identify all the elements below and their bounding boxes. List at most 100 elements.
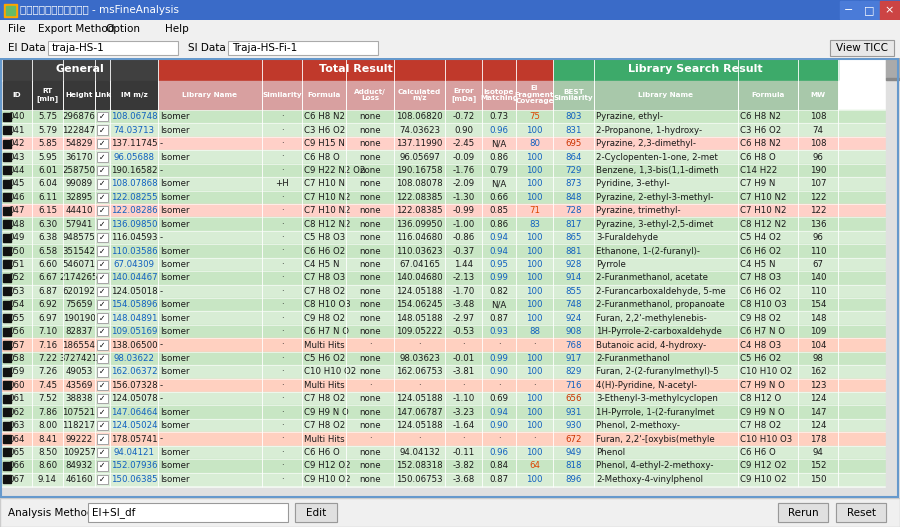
Text: C6 H8 O: C6 H8 O <box>740 152 776 161</box>
Bar <box>97 206 108 216</box>
Text: 124.05024: 124.05024 <box>111 421 158 430</box>
Text: 190.16582: 190.16582 <box>111 166 158 175</box>
Text: Analysis Method: Analysis Method <box>8 508 94 518</box>
Text: 110.03623: 110.03623 <box>396 247 443 256</box>
Text: -0.53: -0.53 <box>453 327 474 336</box>
Bar <box>97 112 108 121</box>
Text: -: - <box>160 166 163 175</box>
Bar <box>2 365 886 378</box>
Text: 98.03622: 98.03622 <box>113 354 155 363</box>
Text: C9 H15 N: C9 H15 N <box>304 139 345 148</box>
Bar <box>860 1 879 19</box>
Bar <box>3 233 11 241</box>
Text: 2-Furanmethanol, acetate: 2-Furanmethanol, acetate <box>596 274 708 282</box>
Text: 056: 056 <box>9 327 25 336</box>
Bar <box>347 81 393 109</box>
Text: 831: 831 <box>565 125 581 134</box>
Text: 0.90: 0.90 <box>454 125 473 134</box>
Text: -2.09: -2.09 <box>453 179 474 188</box>
Text: -0.99: -0.99 <box>453 206 474 215</box>
Bar <box>97 367 108 377</box>
Text: 140: 140 <box>810 274 826 282</box>
Text: 44410: 44410 <box>65 206 93 215</box>
Text: 0.95: 0.95 <box>490 260 508 269</box>
Text: C9 H9 N O: C9 H9 N O <box>304 408 349 417</box>
Bar <box>48 41 178 55</box>
Text: none: none <box>359 408 381 417</box>
Bar <box>228 41 378 55</box>
Text: 873: 873 <box>565 179 581 188</box>
Text: ✓: ✓ <box>99 287 105 296</box>
Text: none: none <box>359 475 381 484</box>
Text: C8 H10 O3: C8 H10 O3 <box>740 300 787 309</box>
Text: -: - <box>160 287 163 296</box>
Bar <box>3 153 11 161</box>
Text: Isomer: Isomer <box>160 220 190 229</box>
Text: Reset: Reset <box>847 508 876 518</box>
Text: ✓: ✓ <box>99 461 105 471</box>
Bar <box>3 180 11 188</box>
Text: 190: 190 <box>810 166 826 175</box>
Text: Pyrrole: Pyrrole <box>596 260 626 269</box>
Text: ✓: ✓ <box>99 112 105 121</box>
Text: 6.04: 6.04 <box>38 179 57 188</box>
Text: 6.87: 6.87 <box>38 287 57 296</box>
Bar <box>446 81 481 109</box>
Bar <box>97 125 108 135</box>
Bar <box>2 123 886 137</box>
Text: ·: · <box>281 247 284 256</box>
Text: 855: 855 <box>565 287 581 296</box>
Text: 109.05169: 109.05169 <box>111 327 158 336</box>
Bar <box>97 233 108 242</box>
Text: Library Name: Library Name <box>638 92 694 98</box>
Text: 64: 64 <box>529 461 540 471</box>
Text: Formula: Formula <box>307 92 341 98</box>
Bar <box>97 260 108 269</box>
Text: Isomer: Isomer <box>160 475 190 484</box>
Text: -0.01: -0.01 <box>453 354 474 363</box>
Text: -: - <box>160 434 163 444</box>
Text: 296876: 296876 <box>63 112 95 121</box>
Text: C6 H6 O2: C6 H6 O2 <box>740 287 781 296</box>
Text: none: none <box>359 139 381 148</box>
Text: 88: 88 <box>529 327 540 336</box>
Text: Isomer: Isomer <box>160 421 190 430</box>
Text: 82837: 82837 <box>65 327 93 336</box>
Text: 100: 100 <box>526 421 543 430</box>
Text: 067: 067 <box>9 475 25 484</box>
Text: 154.06245: 154.06245 <box>396 300 443 309</box>
Text: 6.58: 6.58 <box>38 247 57 256</box>
Text: EI+SI_df: EI+SI_df <box>92 507 135 518</box>
Text: File: File <box>8 24 25 34</box>
Text: C3 H6 O2: C3 H6 O2 <box>304 125 346 134</box>
Text: 716: 716 <box>565 381 581 390</box>
Text: -: - <box>160 139 163 148</box>
Text: Isomer: Isomer <box>160 274 190 282</box>
Text: Library Search Result: Library Search Result <box>628 64 763 74</box>
Bar <box>97 139 108 148</box>
Text: C8 H12 N2: C8 H12 N2 <box>740 220 787 229</box>
Text: ·: · <box>533 434 536 444</box>
Text: -3.23: -3.23 <box>453 408 474 417</box>
Text: 3727421: 3727421 <box>59 354 98 363</box>
Bar <box>2 311 886 325</box>
Text: C9 H8 O2: C9 H8 O2 <box>740 314 781 323</box>
Text: 107: 107 <box>810 179 826 188</box>
Text: C6 H8 N2: C6 H8 N2 <box>304 112 345 121</box>
Bar <box>3 220 11 228</box>
Text: C9 H12 O2: C9 H12 O2 <box>304 461 351 471</box>
Text: -: - <box>160 381 163 390</box>
Text: 2-Cyclopenten-1-one, 2-met: 2-Cyclopenten-1-one, 2-met <box>596 152 718 161</box>
Text: 928: 928 <box>565 260 581 269</box>
Text: 6.97: 6.97 <box>38 314 57 323</box>
Text: 3-Ethenyl-3-methylcyclopen: 3-Ethenyl-3-methylcyclopen <box>596 394 718 403</box>
Text: 048: 048 <box>9 220 25 229</box>
Text: -1.10: -1.10 <box>453 394 474 403</box>
Bar <box>3 260 11 268</box>
Text: -2.97: -2.97 <box>453 314 474 323</box>
Text: 122847: 122847 <box>62 125 95 134</box>
Text: 6.67: 6.67 <box>38 274 57 282</box>
Bar <box>97 461 108 471</box>
Text: Isomer: Isomer <box>160 327 190 336</box>
Bar <box>97 354 108 363</box>
